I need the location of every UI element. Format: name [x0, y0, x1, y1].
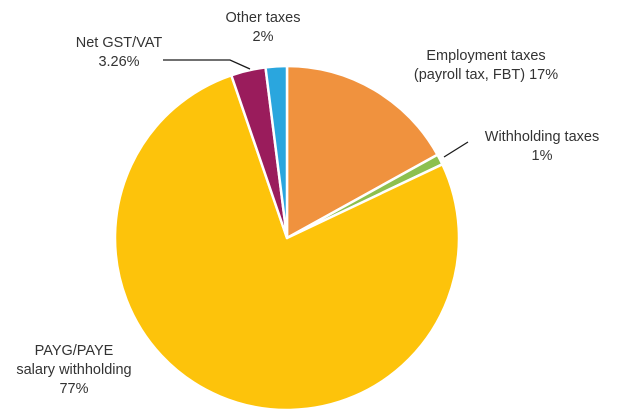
leader-line-withholding-taxes: [443, 141, 469, 158]
pie-slices: [113, 64, 461, 410]
slice-label-line: Other taxes: [226, 10, 301, 26]
slice-label-line: 2%: [253, 29, 274, 45]
leader-lines: [163, 59, 469, 158]
slice-label-employment-taxes-payroll-tax-fbt: Employment taxes (payroll tax, FBT) 17%: [414, 48, 558, 83]
leader-line-net-gst-vat: [163, 59, 251, 70]
pie-slice-payg-paye-salary-withholding: [113, 74, 461, 410]
slice-label-line: (payroll tax, FBT) 17%: [414, 67, 558, 83]
slice-label-line: Employment taxes: [426, 48, 545, 64]
slice-label-withholding-taxes: Withholding taxes 1%: [485, 129, 599, 164]
slice-label-line: Withholding taxes: [485, 129, 599, 145]
slice-label-payg-paye-salary-withholding: PAYG/PAYE salary withholding 77%: [16, 343, 131, 397]
slice-label-net-gst-vat: Net GST/VAT 3.26%: [76, 35, 163, 70]
pie-slice-employment-taxes-payroll-tax-fbt: [285, 64, 439, 240]
slice-label-line: PAYG/PAYE: [35, 343, 114, 359]
slice-label-other-taxes: Other taxes 2%: [226, 10, 301, 45]
slice-label-line: 77%: [59, 381, 88, 397]
pie-slice-other-taxes: [264, 64, 289, 240]
slice-labels: Employment taxes (payroll tax, FBT) 17% Wi…: [16, 10, 599, 397]
slice-label-line: Net GST/VAT: [76, 35, 163, 51]
slice-label-line: 3.26%: [98, 54, 139, 70]
slice-label-line: salary withholding: [16, 362, 131, 378]
slice-label-line: 1%: [532, 148, 553, 164]
